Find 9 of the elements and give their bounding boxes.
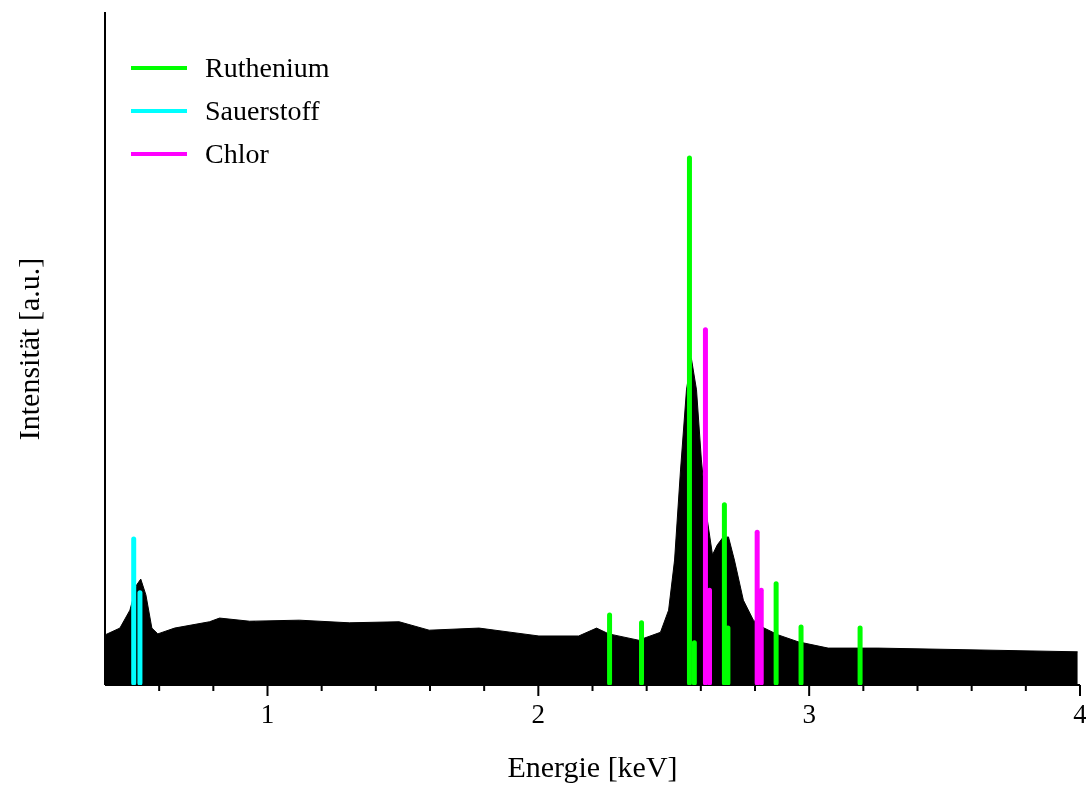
legend-label: Sauerstoff (205, 94, 320, 127)
legend-label: Chlor (205, 137, 269, 170)
x-tick-label: 4 (1073, 699, 1086, 729)
legend-label: Ruthenium (205, 51, 330, 84)
x-tick-label: 1 (260, 699, 275, 729)
x-axis-title: Energie [keV] (506, 750, 679, 784)
y-axis-title: Intensität [a.u.] (12, 257, 46, 440)
x-tick-label: 3 (802, 699, 816, 729)
x-tick-label: 2 (531, 699, 546, 729)
